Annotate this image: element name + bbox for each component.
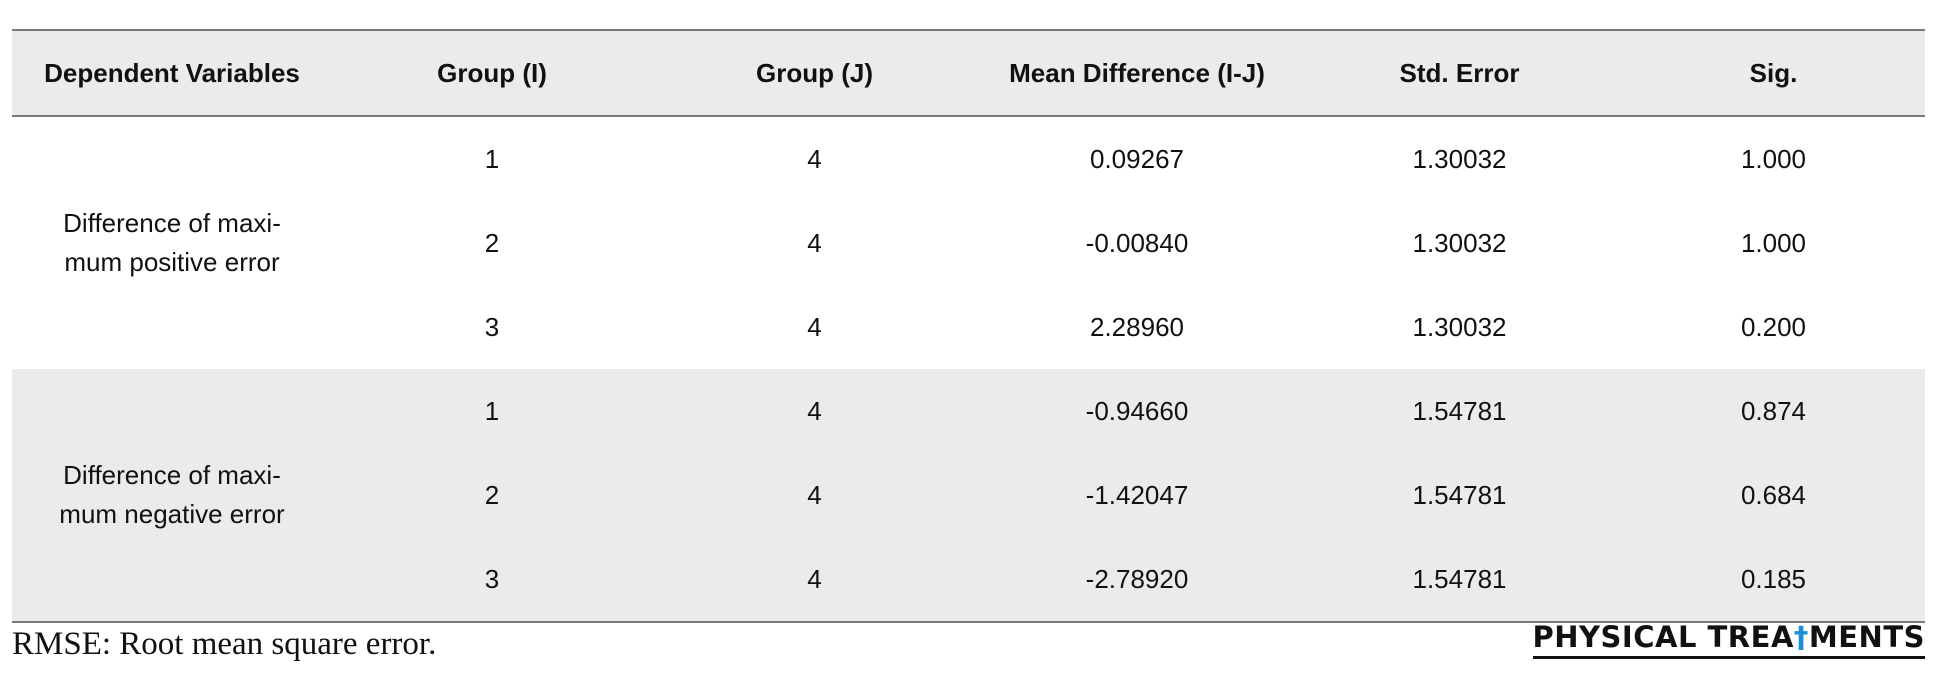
cell-group-j: 4 (807, 479, 822, 510)
cell-sig: 0.185 (1740, 563, 1807, 594)
dependent-variable-cell: Difference of maxi- mum positive error (12, 117, 332, 369)
cell-sig: 0.684 (1740, 479, 1807, 510)
header-sig: Sig. (1749, 57, 1798, 88)
cell-std-error: 1.54781 (1412, 563, 1507, 594)
dependent-variable-label: Difference of maxi- mum positive error (63, 208, 281, 277)
cell-sig: 0.200 (1740, 311, 1807, 342)
cell-group-i: 2 (484, 479, 500, 510)
cell-std-error: 1.54781 (1412, 479, 1507, 510)
cell-mean-difference: 2.28960 (1090, 311, 1184, 342)
table-footnote: RMSE: Root mean square error. (12, 626, 437, 662)
header-std-error: Std. Error (1399, 57, 1520, 88)
logo-text-start: PHYSICAL TREA (1532, 620, 1794, 654)
table-row: 1 4 -0.94660 1.54781 0.874 (332, 369, 1925, 453)
header-mean-difference: Mean Difference (I-J) (1009, 57, 1265, 88)
cell-group-j: 4 (807, 395, 822, 426)
logo-text-end: MENTS (1808, 620, 1925, 654)
logo-figure-icon: † (1793, 620, 1809, 654)
cell-std-error: 1.30032 (1412, 311, 1507, 342)
cell-group-i: 1 (484, 143, 500, 174)
cell-std-error: 1.30032 (1412, 143, 1507, 174)
cell-group-i: 2 (484, 227, 500, 258)
cell-mean-difference: 0.09267 (1090, 143, 1184, 174)
header-group-i: Group (I) (437, 57, 547, 88)
publisher-logo: PHYSICAL TREA†MENTS (1532, 620, 1925, 659)
cell-group-j: 4 (807, 311, 822, 342)
table-row: 2 4 -0.00840 1.30032 1.000 (332, 201, 1925, 285)
cell-group-i: 3 (484, 563, 500, 594)
cell-mean-difference: -2.78920 (1085, 563, 1189, 594)
table-row: 3 4 -2.78920 1.54781 0.185 (332, 537, 1925, 621)
group-negative-error: Difference of maxi- mum negative error 1… (12, 369, 1925, 621)
cell-group-i: 1 (484, 395, 500, 426)
dependent-variable-label: Difference of maxi- mum negative error (59, 460, 285, 529)
cell-group-j: 4 (807, 143, 822, 174)
cell-sig: 0.874 (1740, 395, 1807, 426)
cell-mean-difference: -0.94660 (1085, 395, 1189, 426)
dependent-variable-cell: Difference of maxi- mum negative error (12, 369, 332, 621)
cell-group-j: 4 (807, 227, 822, 258)
cell-sig: 1.000 (1740, 143, 1807, 174)
anova-posthoc-table: Dependent Variables Group (I) Group (J) … (12, 29, 1925, 623)
cell-std-error: 1.54781 (1412, 395, 1507, 426)
table-header: Dependent Variables Group (I) Group (J) … (12, 31, 1925, 117)
header-dependent-variables: Dependent Variables (44, 57, 300, 88)
cell-group-i: 3 (484, 311, 500, 342)
cell-std-error: 1.30032 (1412, 227, 1507, 258)
table-row: 3 4 2.28960 1.30032 0.200 (332, 285, 1925, 369)
cell-group-j: 4 (807, 563, 822, 594)
header-group-j: Group (J) (756, 57, 873, 88)
group-positive-error: Difference of maxi- mum positive error 1… (12, 117, 1925, 369)
cell-sig: 1.000 (1740, 227, 1807, 258)
table-row: 1 4 0.09267 1.30032 1.000 (332, 117, 1925, 201)
cell-mean-difference: -1.42047 (1085, 479, 1189, 510)
table-row: 2 4 -1.42047 1.54781 0.684 (332, 453, 1925, 537)
cell-mean-difference: -0.00840 (1085, 227, 1189, 258)
